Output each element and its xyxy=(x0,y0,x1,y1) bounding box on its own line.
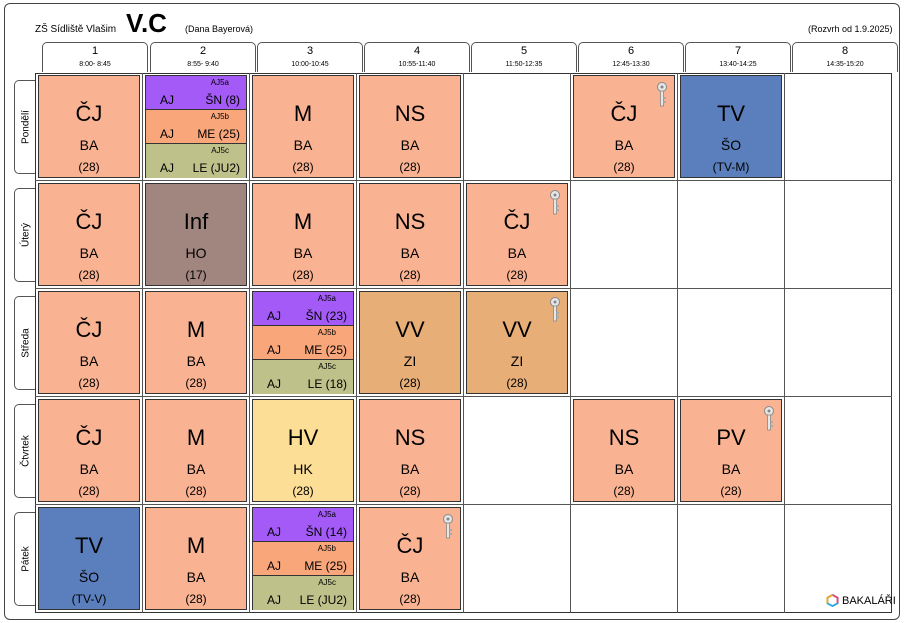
period-time: 14:35-15:20 xyxy=(826,61,864,68)
group-lesson[interactable]: AJ5b AJ ME (25) xyxy=(253,326,353,360)
lesson-wed-p1[interactable]: ČJ BA (28) xyxy=(38,291,140,394)
group-lesson[interactable]: AJ5c AJ LE (18) xyxy=(253,360,353,394)
lesson-fri-p3-split[interactable]: AJ5a AJ ŠN (14) AJ5b AJ ME (25) AJ5c AJ LE (JU… xyxy=(252,507,354,610)
grid-divider xyxy=(35,180,892,181)
lesson-fri-p2[interactable]: M BA (28) xyxy=(145,507,247,610)
group-lesson[interactable]: AJ5c AJ LE (JU2) xyxy=(253,576,353,610)
period-number: 6 xyxy=(627,45,635,57)
day-label-tuesday: Úterý xyxy=(14,188,36,282)
day-label-monday: Pondělí xyxy=(14,80,36,174)
period-time: 8:55- 9:40 xyxy=(187,61,219,68)
grid-divider xyxy=(784,73,785,613)
lesson-wed-p2[interactable]: M BA (28) xyxy=(145,291,247,394)
lesson-mon-p2-split[interactable]: AJ5a AJ ŠN (8) AJ5b AJ ME (25) AJ5c AJ LE (JU2… xyxy=(145,75,247,178)
group-lesson[interactable]: AJ5b AJ ME (25) xyxy=(253,542,353,576)
grid-divider xyxy=(677,73,678,613)
period-time: 12:45-13:30 xyxy=(612,61,650,68)
period-header-1: 1 8:00- 8:45 xyxy=(42,42,148,72)
class-title: V.C xyxy=(126,8,167,38)
lesson-wed-p4[interactable]: VV ZI (28) xyxy=(359,291,461,394)
timetable-frame xyxy=(4,3,900,620)
key-icon xyxy=(550,297,560,322)
key-icon xyxy=(764,406,774,431)
lesson-thu-p3[interactable]: HV HK (28) xyxy=(252,399,354,502)
period-time: 10:55-11:40 xyxy=(398,61,436,68)
lesson-tue-p5[interactable]: ČJ BA (28) xyxy=(466,183,568,286)
group-lesson[interactable]: AJ5a AJ ŠN (23) xyxy=(253,292,353,326)
bakalari-hexagon-icon xyxy=(826,594,839,607)
grid-divider xyxy=(35,288,892,289)
lesson-wed-p3-split[interactable]: AJ5a AJ ŠN (23) AJ5b AJ ME (25) AJ5c AJ LE (18… xyxy=(252,291,354,394)
period-number: 8 xyxy=(841,45,849,57)
school-name: ZŠ Sídliště Vlašim xyxy=(35,24,117,35)
period-header-5: 5 11:50-12:35 xyxy=(471,42,577,72)
grid-divider xyxy=(249,73,250,613)
lesson-tue-p2[interactable]: Inf HO (17) xyxy=(145,183,247,286)
group-lesson[interactable]: AJ5b AJ ME (25) xyxy=(146,110,246,144)
grid-divider xyxy=(35,504,892,505)
period-number: 4 xyxy=(413,45,421,57)
day-label-friday: Pátek xyxy=(14,512,36,606)
period-time: 11:50-12:35 xyxy=(505,61,543,68)
grid-divider xyxy=(356,73,357,613)
period-header-4: 4 10:55-11:40 xyxy=(364,42,470,72)
lesson-tue-p4[interactable]: NS BA (28) xyxy=(359,183,461,286)
period-header-8: 8 14:35-15:20 xyxy=(792,42,898,72)
lesson-thu-p7[interactable]: PV BA (28) xyxy=(680,399,782,502)
lesson-mon-p6[interactable]: ČJ BA (28) xyxy=(573,75,675,178)
period-number: 1 xyxy=(91,45,99,57)
lesson-thu-p6[interactable]: NS BA (28) xyxy=(573,399,675,502)
day-label-thursday: Čtvrtek xyxy=(14,404,36,498)
lesson-thu-p1[interactable]: ČJ BA (28) xyxy=(38,399,140,502)
period-number: 2 xyxy=(199,45,207,57)
period-header-6: 6 12:45-13:30 xyxy=(578,42,684,72)
period-number: 7 xyxy=(734,45,742,57)
lesson-tue-p3[interactable]: M BA (28) xyxy=(252,183,354,286)
group-lesson[interactable]: AJ5c AJ LE (JU2) xyxy=(146,144,246,178)
period-header-7: 7 13:40-14:25 xyxy=(685,42,791,72)
grid-divider xyxy=(142,73,143,613)
period-header-2: 2 8:55- 9:40 xyxy=(150,42,256,72)
class-teacher: (Dana Bayerová) xyxy=(185,24,254,34)
grid-divider xyxy=(463,73,464,613)
lesson-wed-p5[interactable]: VV ZI (28) xyxy=(466,291,568,394)
grid-divider xyxy=(570,73,571,613)
key-icon xyxy=(550,190,560,215)
key-icon xyxy=(443,514,453,539)
valid-from: (Rozvrh od 1.9.2025) xyxy=(808,24,893,34)
group-lesson[interactable]: AJ5a AJ ŠN (8) xyxy=(146,76,246,110)
lesson-mon-p3[interactable]: M BA (28) xyxy=(252,75,354,178)
period-number: 5 xyxy=(520,45,528,57)
period-number: 3 xyxy=(306,45,314,57)
brand-name: BAKALÁŘI xyxy=(842,594,896,607)
lesson-fri-p1[interactable]: TV ŠO (TV-V) xyxy=(38,507,140,610)
lesson-mon-p7[interactable]: TV ŠO (TV-M) xyxy=(680,75,782,178)
grid-divider xyxy=(35,396,892,397)
bakalari-logo: BAKALÁŘI xyxy=(826,594,896,607)
lesson-thu-p2[interactable]: M BA (28) xyxy=(145,399,247,502)
lesson-mon-p4[interactable]: NS BA (28) xyxy=(359,75,461,178)
lesson-thu-p4[interactable]: NS BA (28) xyxy=(359,399,461,502)
lesson-fri-p4[interactable]: ČJ BA (28) xyxy=(359,507,461,610)
period-header-3: 3 10:00-10:45 xyxy=(257,42,363,72)
group-lesson[interactable]: AJ5a AJ ŠN (14) xyxy=(253,508,353,542)
day-label-wednesday: Středa xyxy=(14,296,36,390)
key-icon xyxy=(657,82,667,107)
lesson-tue-p1[interactable]: ČJ BA (28) xyxy=(38,183,140,286)
period-time: 13:40-14:25 xyxy=(719,61,757,68)
period-time: 10:00-10:45 xyxy=(291,61,329,68)
period-time: 8:00- 8:45 xyxy=(79,61,111,68)
lesson-mon-p1[interactable]: ČJ BA (28) xyxy=(38,75,140,178)
